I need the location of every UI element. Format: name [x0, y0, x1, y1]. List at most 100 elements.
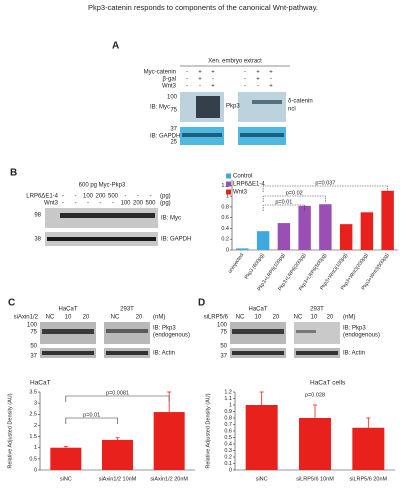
legend-label: Control — [233, 174, 252, 180]
lane-label: NC — [111, 315, 120, 321]
lane-sign: - — [62, 194, 64, 200]
band — [182, 133, 222, 137]
mw-marker: 37 — [30, 354, 37, 360]
lane-sign: - — [150, 194, 152, 200]
p-value: p=0.0081 — [106, 390, 129, 396]
y-tick-label: 0 — [226, 247, 229, 253]
row-name: LRP6ΔE1-4 — [26, 194, 58, 200]
lane-sign: - — [100, 201, 102, 207]
unit: (pg) — [160, 194, 171, 200]
lane-sign: - — [62, 201, 64, 207]
bar — [245, 405, 278, 470]
band — [252, 100, 282, 104]
y-tick-label: 2 — [34, 423, 37, 429]
mw-marker: 37 — [170, 127, 177, 133]
lane-sign: 500 — [145, 201, 156, 207]
x-tick-label: siLRP5/6 10nM — [296, 476, 334, 482]
band — [240, 133, 284, 137]
x-tick-label: Pkp3 (600pg) — [244, 252, 266, 280]
lane-sign: 500 — [108, 194, 119, 200]
band — [42, 329, 94, 334]
significance-bracket — [262, 185, 388, 192]
p-value: p=0.028 — [305, 392, 325, 398]
y-tick-label: 0.2 — [224, 454, 232, 460]
legend-swatch — [226, 181, 231, 187]
unit: (nM) — [343, 315, 355, 321]
lane-sign: 100 — [120, 201, 131, 207]
lane-sign: - — [186, 84, 188, 90]
y-tick-label: 0.9 — [224, 409, 232, 415]
band — [47, 237, 156, 241]
lane-label: 10 — [255, 315, 262, 321]
bar — [339, 224, 353, 250]
lane-sign: + — [198, 77, 202, 83]
bar — [298, 205, 311, 250]
row-name: siAxin1/2 — [14, 315, 39, 321]
band — [106, 351, 148, 355]
legend-label: LRP6ΔE1-4 — [233, 182, 265, 188]
y-axis-label: Relative Adjusted Density (AU) — [7, 393, 13, 468]
extract-header: Xen. embryo extract — [208, 59, 262, 65]
panel-label: B — [10, 168, 17, 179]
ib-label: IB: Actin — [343, 351, 365, 357]
mw-marker: 75 — [170, 108, 177, 114]
y-tick-label: 1.5 — [29, 434, 37, 440]
legend-label: Wnt3 — [233, 190, 248, 196]
cell-line: 293T — [310, 307, 324, 313]
row-name: Wnt3 — [162, 84, 177, 90]
y-tick-label: 1 — [229, 402, 232, 408]
mw-marker: 98 — [34, 213, 41, 219]
ib-label: IB: Myc — [161, 216, 181, 222]
lane-sign: - — [199, 84, 201, 90]
band — [60, 213, 155, 218]
lane-sign: - — [125, 194, 127, 200]
lane-sign: - — [244, 70, 246, 76]
panel-label: C — [8, 298, 15, 309]
y-tick-label: 0.3 — [224, 448, 232, 454]
lane-sign: - — [257, 84, 259, 90]
mw-marker: 25 — [170, 140, 177, 146]
y-tick-label: 1.2 — [224, 389, 232, 395]
ib-label: IB: Actin — [153, 351, 175, 357]
significance-bracket — [262, 204, 305, 211]
y-tick-label: 0.8 — [221, 204, 229, 210]
cell-line: HaCaT — [58, 307, 77, 313]
y-tick-label: 0.4 — [221, 226, 229, 232]
x-tick-label: uninjected — [227, 252, 245, 274]
lane-sign: 200 — [95, 194, 106, 200]
lane-sign: - — [186, 77, 188, 83]
mw-marker: 100 — [217, 323, 228, 329]
band — [296, 351, 338, 355]
lane-sign: - — [87, 201, 89, 207]
figure-title: Pkp3-catenin responds to components of t… — [88, 3, 318, 12]
p-value: p=0.02 — [286, 190, 303, 196]
band-label: ncl — [288, 107, 296, 113]
ib-label: (endogenous) — [343, 333, 380, 339]
significance-bracket — [65, 417, 118, 424]
y-tick-label: 1.1 — [224, 396, 232, 402]
legend-swatch — [226, 173, 231, 179]
y-tick-label: 0.2 — [221, 237, 229, 243]
y-axis-label: Relative Adjusted Density (AU) — [205, 393, 211, 468]
y-tick-label: 0.5 — [29, 456, 37, 462]
row-name: β-gal — [163, 77, 176, 83]
y-tick-label: 3 — [34, 401, 37, 407]
p-value: p=0.01 — [275, 199, 292, 205]
bar — [319, 204, 332, 250]
bar — [256, 231, 270, 250]
cell-line: 293T — [120, 307, 134, 313]
mw-marker: 75 — [220, 330, 227, 336]
lane-label: NC — [294, 315, 303, 321]
legend-swatch — [226, 189, 231, 195]
ib-label: IB: Myc — [150, 105, 170, 111]
unit: (pg) — [160, 201, 171, 207]
lane-sign: - — [75, 194, 77, 200]
ib-label: (endogenous) — [153, 333, 190, 339]
bar — [360, 212, 374, 250]
row-name: siLRP5/6 — [204, 315, 229, 321]
x-tick-label: siNC — [60, 476, 72, 482]
lane-sign: + — [269, 70, 273, 76]
lane-sign: + — [269, 84, 273, 90]
lane-label: 10 — [65, 315, 72, 321]
x-tick-label: siAxin1/2 20nM — [150, 476, 188, 482]
